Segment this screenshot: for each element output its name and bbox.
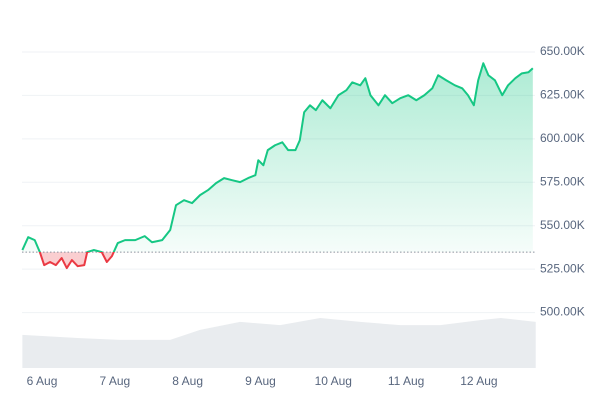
y-tick-label: 500.00K — [540, 305, 585, 319]
volume-area — [22, 317, 536, 368]
x-tick-label: 12 Aug — [460, 374, 497, 388]
price-area — [22, 63, 533, 269]
x-tick-label: 7 Aug — [99, 374, 130, 388]
y-tick-label: 550.00K — [540, 218, 585, 232]
y-tick-label: 575.00K — [540, 174, 585, 188]
price-line — [21, 62, 534, 270]
y-tick-label: 650.00K — [540, 44, 585, 58]
x-tick-label: 9 Aug — [245, 374, 276, 388]
y-tick-label: 525.00K — [540, 261, 585, 275]
x-tick-label: 11 Aug — [388, 374, 424, 388]
y-tick-label: 600.00K — [540, 131, 585, 145]
x-tick-label: 10 Aug — [315, 374, 352, 388]
x-tick-label: 8 Aug — [172, 374, 203, 388]
x-tick-label: 6 Aug — [27, 374, 58, 388]
y-tick-label: 625.00K — [540, 88, 585, 102]
